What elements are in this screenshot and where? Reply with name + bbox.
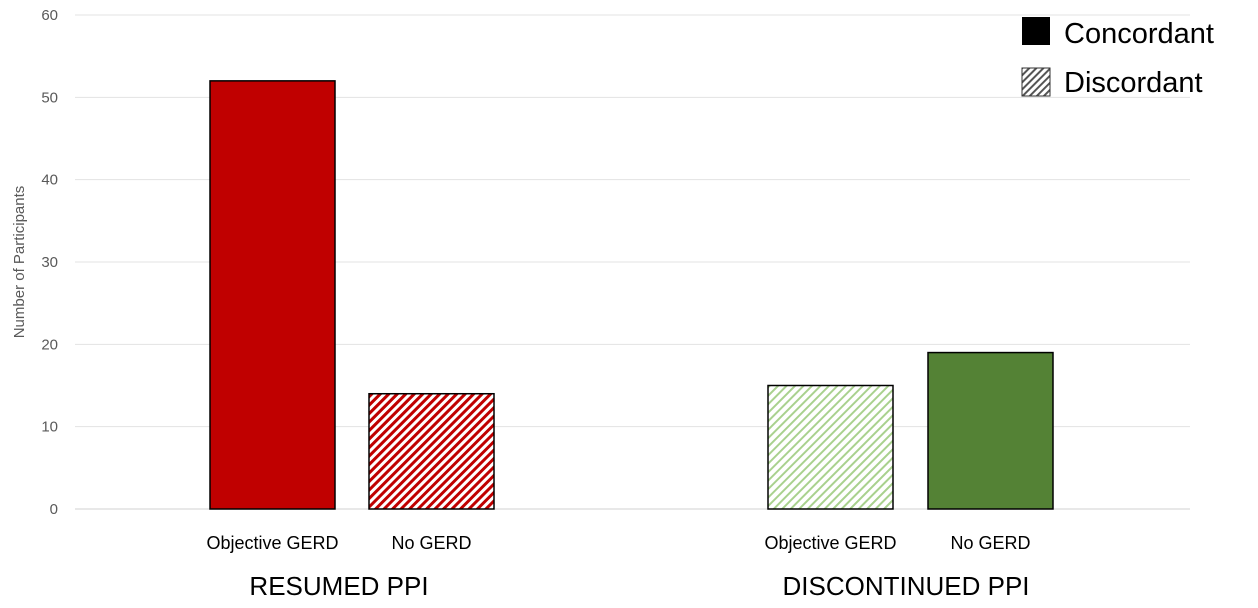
category-label: No GERD	[950, 533, 1030, 553]
bar-discontinued-no-gerd	[927, 351, 1054, 510]
group-label: DISCONTINUED PPI	[782, 571, 1029, 601]
category-label: No GERD	[391, 533, 471, 553]
y-tick-label: 60	[41, 7, 58, 24]
legend-concordant-swatch	[1022, 17, 1050, 45]
legend: Concordant Discordant	[1021, 17, 1214, 99]
y-tick-label: 10	[41, 419, 58, 436]
y-tick-label: 40	[41, 172, 58, 189]
y-tick-label: 50	[41, 89, 58, 106]
y-tick-label: 20	[41, 336, 58, 353]
bars	[209, 80, 1054, 510]
group-labels: RESUMED PPI DISCONTINUED PPI	[249, 571, 1029, 601]
y-tick-label: 0	[50, 501, 58, 518]
group-label: RESUMED PPI	[249, 571, 428, 601]
legend-discordant-label: Discordant	[1064, 67, 1203, 99]
y-axis-label: Number of Participants	[11, 186, 28, 339]
bar-discontinued-objective-gerd	[767, 384, 894, 510]
category-labels: Objective GERD No GERD Objective GERD No GE…	[206, 533, 1030, 553]
legend-discordant-swatch	[1021, 67, 1051, 97]
legend-concordant-label: Concordant	[1064, 18, 1214, 50]
y-axis-ticks: 0 10 20 30 40 50 60	[41, 7, 58, 518]
category-label: Objective GERD	[206, 533, 338, 553]
bar-resumed-objective-gerd	[209, 80, 336, 510]
category-label: Objective GERD	[764, 533, 896, 553]
bar-resumed-no-gerd	[368, 392, 495, 510]
y-tick-label: 30	[41, 254, 58, 271]
